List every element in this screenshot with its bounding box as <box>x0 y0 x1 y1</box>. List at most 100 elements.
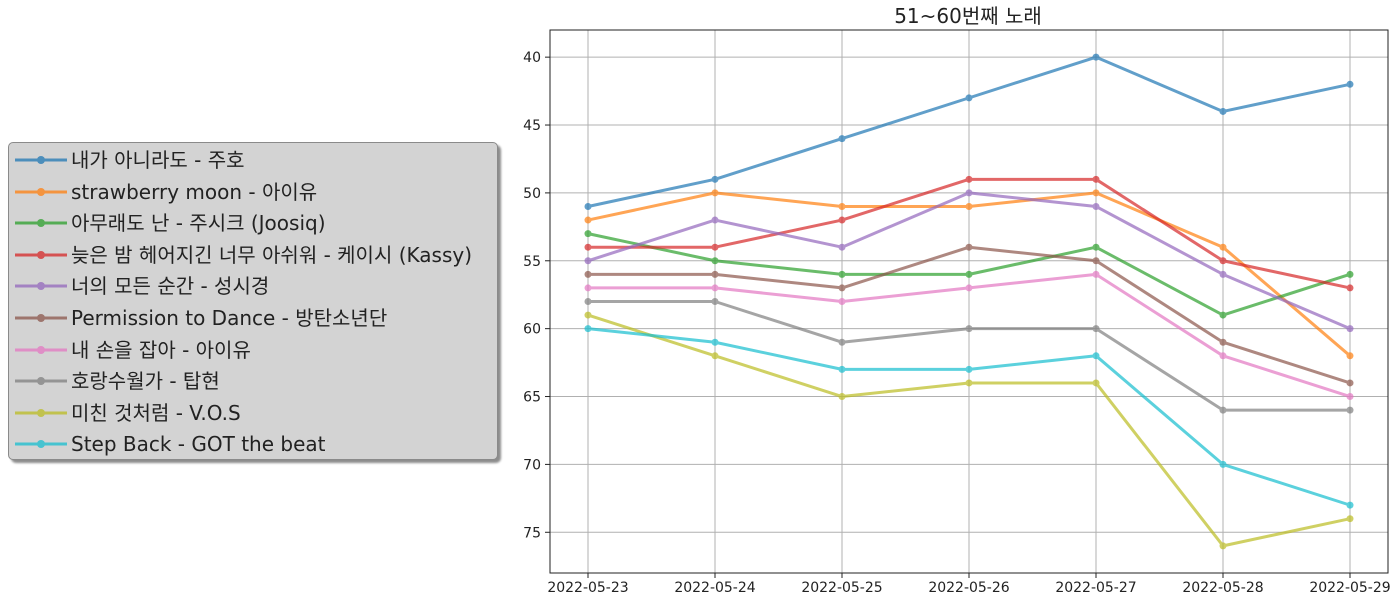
x-tick-label: 2022-05-29 <box>1309 580 1390 596</box>
legend-label: 늦은 밤 헤어지긴 너무 아쉬워 - 케이시 (Kassy) <box>71 242 473 267</box>
data-point <box>965 189 973 197</box>
series-7 <box>584 298 1354 414</box>
data-point <box>711 216 719 224</box>
axes: 40 45 50 55 60 65 70 75 2022-05-23 2022-05-24 2022… <box>523 29 1391 596</box>
legend-item: 늦은 밤 헤어지긴 너무 아쉬워 - 케이시 (Kassy) <box>9 240 497 270</box>
legend-swatch <box>15 187 67 196</box>
data-point <box>1346 270 1354 278</box>
legend-item: 너의 모든 순간 - 성시경 <box>9 271 497 301</box>
data-point <box>965 365 973 373</box>
data-point <box>965 202 973 210</box>
data-point <box>584 298 592 305</box>
data-point <box>1092 325 1100 333</box>
data-point <box>1092 379 1100 387</box>
data-point <box>1092 243 1100 251</box>
legend-label: 내 손을 잡아 - 아이유 <box>71 337 251 362</box>
data-point <box>1219 338 1227 346</box>
data-point <box>1346 379 1354 387</box>
chart-title: 51~60번째 노래 <box>894 4 1042 28</box>
data-point <box>1219 311 1227 319</box>
data-point <box>965 94 973 102</box>
data-point <box>1346 515 1354 523</box>
data-point <box>711 352 719 360</box>
x-tick-label: 2022-05-28 <box>1182 580 1263 596</box>
legend-item: 내 손을 잡아 - 아이유 <box>9 335 497 365</box>
data-point <box>838 202 846 210</box>
legend-label: 호랑수월가 - 탑현 <box>71 369 220 394</box>
y-tick-label: 65 <box>523 390 541 406</box>
legend-swatch <box>15 250 67 259</box>
data-point <box>1219 406 1227 414</box>
series-9 <box>584 325 1354 509</box>
data-point <box>584 311 592 319</box>
data-point <box>965 175 973 183</box>
data-point <box>1219 542 1227 550</box>
data-point <box>1346 352 1354 360</box>
legend-item: 내가 아니라도 - 주호 <box>9 145 497 175</box>
data-point <box>1092 257 1100 265</box>
data-point <box>584 230 592 238</box>
data-point <box>838 216 846 224</box>
data-point <box>1219 257 1227 265</box>
data-point <box>711 270 719 278</box>
legend-swatch <box>15 156 67 164</box>
data-point <box>1346 325 1354 333</box>
legend-label: 아무래도 난 - 주시크 (Joosiq) <box>71 211 326 236</box>
data-point <box>1092 175 1100 183</box>
legend-label: 미친 것처럼 - V.O.S <box>71 400 241 425</box>
legend-swatch <box>15 219 67 228</box>
data-point <box>1219 270 1227 278</box>
y-tick-label: 40 <box>523 50 541 66</box>
series-8 <box>584 311 1354 550</box>
legend-swatch <box>15 440 67 449</box>
legend-swatch <box>15 345 67 354</box>
x-tick-label: 2022-05-23 <box>547 580 628 596</box>
y-tick-label: 60 <box>523 322 541 338</box>
data-point <box>838 270 846 278</box>
data-point <box>965 243 973 251</box>
y-tick-label: 45 <box>523 118 541 134</box>
data-point <box>711 338 719 346</box>
x-tick-label: 2022-05-26 <box>928 580 1009 596</box>
data-point <box>838 393 846 401</box>
data-point <box>1219 352 1227 360</box>
data-point <box>584 257 592 265</box>
data-point <box>584 243 592 251</box>
series-1 <box>584 189 1354 360</box>
data-point <box>711 243 719 251</box>
data-point <box>965 379 973 387</box>
series-layer <box>584 53 1354 550</box>
x-tick-label: 2022-05-27 <box>1055 580 1136 596</box>
legend-swatch <box>15 377 67 386</box>
data-point <box>584 216 592 224</box>
data-point <box>1346 501 1354 509</box>
y-tick-label: 55 <box>523 254 541 270</box>
legend-item: 미친 것처럼 - V.O.S <box>9 398 497 428</box>
legend-item: Step Back - GOT the beat <box>9 429 497 459</box>
data-point <box>965 270 973 278</box>
data-point <box>965 284 973 292</box>
data-point <box>584 284 592 292</box>
data-point <box>584 202 592 210</box>
legend-item: Permission to Dance - 방탄소년단 <box>9 303 497 333</box>
data-point <box>711 189 719 197</box>
data-point <box>711 175 719 183</box>
legend-label: Step Back - GOT the beat <box>71 432 326 457</box>
legend-swatch <box>15 282 67 291</box>
y-tick-label: 75 <box>523 525 541 541</box>
legend-label: strawberry moon - 아이유 <box>71 179 318 204</box>
data-point <box>1219 243 1227 251</box>
x-tick-label: 2022-05-24 <box>674 580 755 596</box>
legend-swatch <box>15 408 67 417</box>
data-point <box>584 270 592 278</box>
data-point <box>1346 80 1354 88</box>
series-6 <box>584 270 1354 401</box>
legend-label: Permission to Dance - 방탄소년단 <box>71 306 388 330</box>
data-point <box>1092 189 1100 197</box>
series-0 <box>584 53 1354 210</box>
data-point <box>1346 284 1354 292</box>
data-point <box>711 298 719 305</box>
data-point <box>1346 406 1354 414</box>
data-point <box>838 365 846 373</box>
